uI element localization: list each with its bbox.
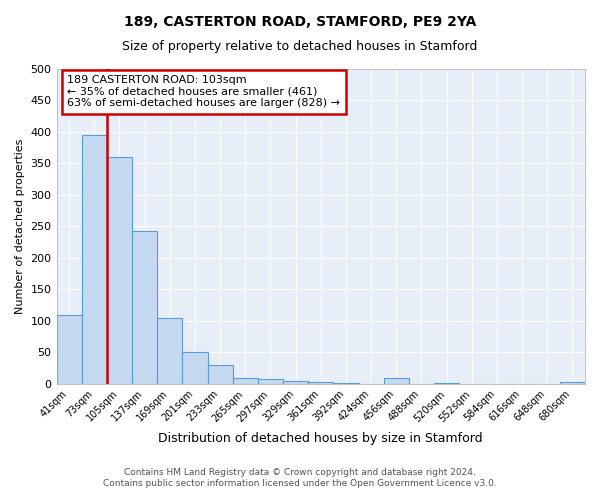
- X-axis label: Distribution of detached houses by size in Stamford: Distribution of detached houses by size …: [158, 432, 483, 445]
- Bar: [208, 365, 233, 384]
- Bar: [233, 378, 258, 384]
- Bar: [56, 314, 82, 384]
- Bar: [308, 382, 334, 384]
- Y-axis label: Number of detached properties: Number of detached properties: [15, 138, 25, 314]
- Text: 189, CASTERTON ROAD, STAMFORD, PE9 2YA: 189, CASTERTON ROAD, STAMFORD, PE9 2YA: [124, 15, 476, 29]
- Text: Size of property relative to detached houses in Stamford: Size of property relative to detached ho…: [122, 40, 478, 53]
- Bar: [383, 378, 409, 384]
- Bar: [82, 135, 107, 384]
- Bar: [560, 382, 585, 384]
- Bar: [107, 157, 132, 384]
- Bar: [157, 318, 182, 384]
- Bar: [132, 231, 157, 384]
- Bar: [283, 382, 308, 384]
- Text: Contains HM Land Registry data © Crown copyright and database right 2024.
Contai: Contains HM Land Registry data © Crown c…: [103, 468, 497, 487]
- Bar: [434, 383, 459, 384]
- Bar: [334, 383, 359, 384]
- Text: 189 CASTERTON ROAD: 103sqm
← 35% of detached houses are smaller (461)
63% of sem: 189 CASTERTON ROAD: 103sqm ← 35% of deta…: [67, 76, 340, 108]
- Bar: [258, 379, 283, 384]
- Bar: [182, 352, 208, 384]
